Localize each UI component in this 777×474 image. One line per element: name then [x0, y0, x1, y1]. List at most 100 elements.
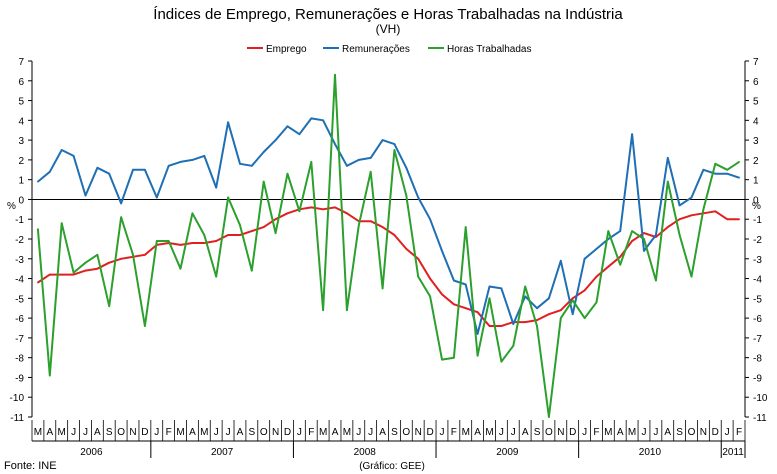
y-tick-label-right: -11	[753, 413, 767, 424]
data-point-remuneracoes	[738, 176, 740, 179]
data-point-horas-trabalhadas	[250, 269, 253, 272]
x-tick-label: J	[582, 427, 587, 438]
x-tick-label: M	[58, 427, 66, 438]
x-tick-label: M	[604, 427, 612, 438]
data-point-horas-trabalhadas	[726, 168, 729, 171]
y-tick-label-left: -3	[15, 255, 24, 266]
data-point-remuneracoes	[714, 172, 717, 175]
data-point-horas-trabalhadas	[571, 299, 574, 302]
x-tick-label: J	[214, 427, 219, 438]
x-tick-label: S	[106, 427, 113, 438]
y-unit-right: %	[752, 201, 761, 212]
data-point-remuneracoes	[84, 194, 87, 197]
series-lines	[36, 73, 740, 418]
data-point-emprego	[500, 325, 503, 327]
y-tick-label-right: 0	[753, 195, 759, 206]
data-point-remuneracoes	[72, 155, 75, 157]
data-point-remuneracoes	[250, 164, 253, 167]
data-point-remuneracoes	[417, 196, 420, 199]
data-point-remuneracoes	[132, 168, 134, 171]
x-tick-label: J	[653, 427, 658, 438]
data-point-remuneracoes	[595, 247, 598, 250]
data-point-horas-trabalhadas	[239, 224, 241, 227]
year-label: 2006	[80, 447, 103, 458]
x-tick-label: O	[545, 427, 553, 438]
data-point-horas-trabalhadas	[559, 317, 562, 320]
data-point-horas-trabalhadas	[262, 180, 265, 183]
data-point-emprego	[310, 206, 313, 209]
data-point-remuneracoes	[702, 168, 705, 171]
x-tick-label: D	[569, 427, 576, 438]
data-point-horas-trabalhadas	[227, 196, 229, 199]
data-point-emprego	[381, 226, 384, 229]
y-tick-label-left: -10	[10, 393, 25, 404]
x-tick-label: D	[712, 427, 719, 438]
series-line-horas-trabalhadas	[36, 73, 740, 418]
data-point-remuneracoes	[48, 170, 51, 173]
data-point-remuneracoes	[108, 172, 111, 175]
data-point-emprego	[227, 234, 229, 236]
y-tick-label-right: -10	[753, 393, 768, 404]
y-unit-left: %	[7, 201, 16, 212]
y-tick-label-left: 3	[18, 136, 24, 147]
data-point-remuneracoes	[274, 139, 277, 142]
data-point-horas-trabalhadas	[120, 216, 123, 219]
data-point-horas-trabalhadas	[488, 297, 491, 300]
data-point-horas-trabalhadas	[452, 356, 455, 359]
data-point-emprego	[678, 218, 681, 221]
data-point-remuneracoes	[488, 285, 491, 288]
data-point-horas-trabalhadas	[274, 232, 277, 234]
data-point-remuneracoes	[357, 158, 360, 161]
data-point-emprego	[738, 218, 740, 221]
data-point-horas-trabalhadas	[298, 210, 301, 213]
data-point-horas-trabalhadas	[72, 271, 75, 274]
y-tick-label-right: -6	[753, 314, 762, 325]
data-point-remuneracoes	[441, 249, 443, 252]
data-point-remuneracoes	[120, 202, 123, 205]
data-point-emprego	[690, 214, 693, 217]
y-tick-label-right: -1	[753, 215, 762, 226]
x-tick-label: J	[356, 427, 361, 438]
x-tick-label: J	[499, 427, 504, 438]
data-point-remuneracoes	[322, 119, 325, 122]
x-tick-label: A	[617, 427, 624, 438]
x-tick-label: O	[688, 427, 696, 438]
year-label: 2011	[722, 447, 744, 458]
y-tick-label-left: -1	[15, 215, 24, 226]
x-tick-label: O	[260, 427, 268, 438]
data-point-emprego	[96, 267, 99, 270]
x-tick-label: S	[534, 427, 541, 438]
credit-note: (Gráfico: GEE)	[359, 461, 425, 472]
y-tick-label-right: 6	[753, 77, 759, 88]
data-point-horas-trabalhadas	[666, 180, 669, 183]
data-point-horas-trabalhadas	[179, 267, 182, 270]
data-point-emprego	[72, 273, 75, 276]
x-tick-label: N	[700, 427, 707, 438]
data-point-horas-trabalhadas	[310, 160, 313, 163]
data-point-remuneracoes	[643, 249, 645, 252]
data-point-remuneracoes	[286, 125, 289, 128]
x-tick-label: N	[129, 427, 136, 438]
data-point-emprego	[643, 232, 645, 234]
data-point-horas-trabalhadas	[441, 358, 443, 361]
data-point-remuneracoes	[191, 158, 194, 161]
data-point-horas-trabalhadas	[702, 208, 705, 211]
data-point-emprego	[714, 210, 717, 213]
data-point-remuneracoes	[227, 121, 229, 124]
x-tick-label: F	[593, 427, 599, 438]
y-tick-label-left: 2	[18, 156, 24, 167]
data-point-horas-trabalhadas	[738, 160, 740, 163]
y-tick-label-right: -7	[753, 334, 762, 345]
data-point-horas-trabalhadas	[548, 416, 550, 418]
data-point-horas-trabalhadas	[143, 325, 146, 327]
x-tick-label: F	[166, 427, 172, 438]
data-point-emprego	[262, 226, 265, 229]
data-point-emprego	[452, 303, 455, 306]
data-point-remuneracoes	[143, 168, 146, 171]
data-point-remuneracoes	[476, 333, 479, 335]
y-tick-label-left: -2	[15, 235, 24, 246]
data-point-remuneracoes	[298, 133, 301, 136]
x-tick-label: M	[200, 427, 208, 438]
data-point-emprego	[60, 273, 63, 276]
data-point-remuneracoes	[654, 234, 657, 236]
